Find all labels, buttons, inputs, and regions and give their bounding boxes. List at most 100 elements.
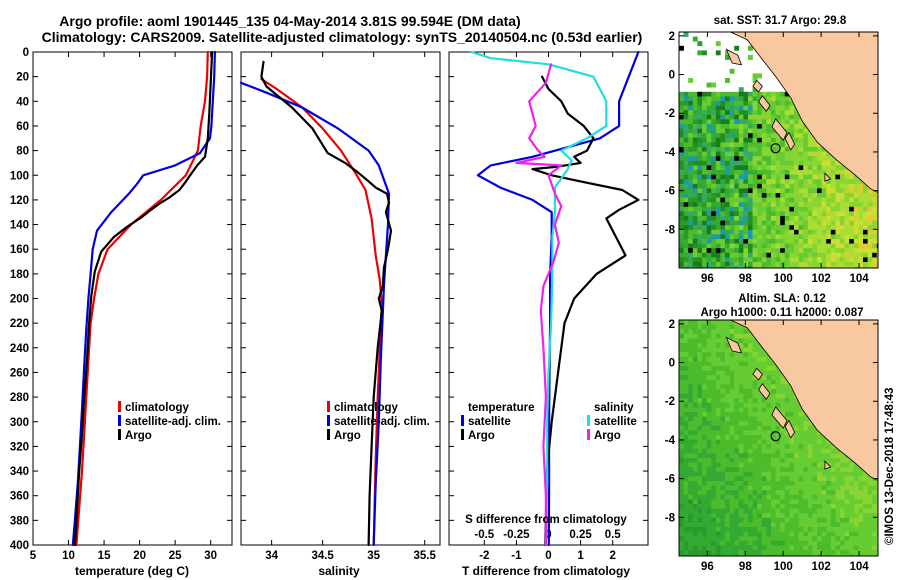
map-pixel xyxy=(720,389,726,394)
map-pixel xyxy=(840,471,845,477)
map-pixel xyxy=(840,266,845,268)
map-pixel xyxy=(711,206,717,212)
map-pixel xyxy=(743,384,749,390)
map-pixel xyxy=(729,252,735,258)
map-pixel xyxy=(679,527,684,532)
map-pixel xyxy=(821,536,827,542)
map-pixel xyxy=(706,522,712,528)
map-pixel xyxy=(830,485,836,491)
map-pixel xyxy=(752,252,758,258)
map-pixel xyxy=(734,45,740,51)
map-pixel xyxy=(683,467,689,473)
map-pixel xyxy=(817,494,822,500)
map-pixel xyxy=(766,370,772,376)
map-pixel xyxy=(863,216,868,221)
map-pixel xyxy=(706,133,712,139)
map-pixel xyxy=(729,114,735,120)
map-pixel xyxy=(683,366,689,371)
map-pixel xyxy=(738,458,744,463)
map-pixel xyxy=(688,481,694,486)
map-pixel xyxy=(725,476,730,482)
map-pixel xyxy=(702,133,707,139)
map-pixel xyxy=(711,499,717,505)
map-pixel xyxy=(683,234,689,240)
map-pixel xyxy=(748,151,753,157)
map-pixel xyxy=(789,170,795,175)
figure-title-line-1: Argo profile: aoml 1901445_135 04-May-20… xyxy=(59,13,520,29)
map-pixel xyxy=(794,179,799,185)
map-pixel xyxy=(826,554,832,556)
map-pixel xyxy=(711,105,717,111)
map-pixel xyxy=(729,179,735,185)
map-pixel xyxy=(757,550,763,555)
map-pixel xyxy=(858,216,864,221)
map-pixel xyxy=(725,517,730,523)
map-pixel xyxy=(729,476,735,482)
map-pixel xyxy=(817,160,822,166)
legend-swatch-satellite xyxy=(118,415,121,426)
map-pixel xyxy=(761,490,767,496)
map-pixel xyxy=(844,206,850,212)
map-pixel xyxy=(683,490,689,496)
map-pixel xyxy=(725,508,730,514)
map-pixel xyxy=(711,151,717,157)
map-pixel xyxy=(738,554,744,556)
map-pixel xyxy=(849,183,855,189)
map-pixel xyxy=(692,522,698,528)
map-pixel xyxy=(771,225,776,231)
map-pixel xyxy=(775,476,781,482)
map-pixel xyxy=(725,453,730,459)
map-pixel xyxy=(789,266,795,268)
map-pixel xyxy=(688,91,694,97)
map-pixel xyxy=(720,522,726,528)
x-tick-label: 25 xyxy=(169,550,182,562)
map-pixel xyxy=(766,545,772,551)
map-pixel xyxy=(872,239,878,244)
map-pixel xyxy=(720,333,726,339)
map-pixel xyxy=(826,170,832,175)
map-pixel xyxy=(807,421,813,427)
map-pixel xyxy=(863,206,868,212)
map-pixel xyxy=(729,142,735,148)
map-pixel xyxy=(692,485,698,491)
map-pixel xyxy=(840,499,845,505)
map-pixel xyxy=(757,393,763,399)
map-pixel xyxy=(789,458,795,463)
map-pixel xyxy=(807,234,813,240)
map-pixel xyxy=(789,234,795,240)
map-pixel xyxy=(734,407,740,413)
map-pixel xyxy=(752,248,758,254)
map-pixel xyxy=(715,481,721,486)
map-pixel xyxy=(757,513,763,519)
map-pixel xyxy=(775,384,781,390)
depth-tick-label: 280 xyxy=(10,392,29,404)
map-pixel xyxy=(784,248,790,254)
map-pixel xyxy=(807,133,813,139)
map-pixel xyxy=(780,101,786,106)
map-pixel xyxy=(738,504,744,509)
map-pixel xyxy=(876,513,878,519)
map-pixel xyxy=(771,151,776,157)
map-pixel xyxy=(702,193,707,198)
map-pixel xyxy=(821,471,827,477)
map-pixel xyxy=(835,554,841,556)
map-pixel xyxy=(734,550,740,555)
map-pixel xyxy=(748,55,753,60)
map-pixel xyxy=(729,216,735,221)
map-pixel xyxy=(683,329,689,335)
map-pixel xyxy=(844,527,850,532)
map-pixel xyxy=(688,379,694,385)
series-line-argo xyxy=(260,60,393,547)
map-pixel xyxy=(711,471,717,477)
map-pixel xyxy=(734,430,740,436)
map-pixel xyxy=(725,142,730,148)
map-pixel xyxy=(817,448,822,454)
map-pixel xyxy=(692,476,698,482)
map-pixel xyxy=(734,476,740,482)
x-tick-label: 0 xyxy=(545,550,551,562)
map-pixel xyxy=(761,444,767,450)
map-pixel xyxy=(683,110,689,116)
map-pixel xyxy=(748,421,753,427)
map-pixel xyxy=(734,338,740,344)
map-pixel xyxy=(821,522,827,528)
